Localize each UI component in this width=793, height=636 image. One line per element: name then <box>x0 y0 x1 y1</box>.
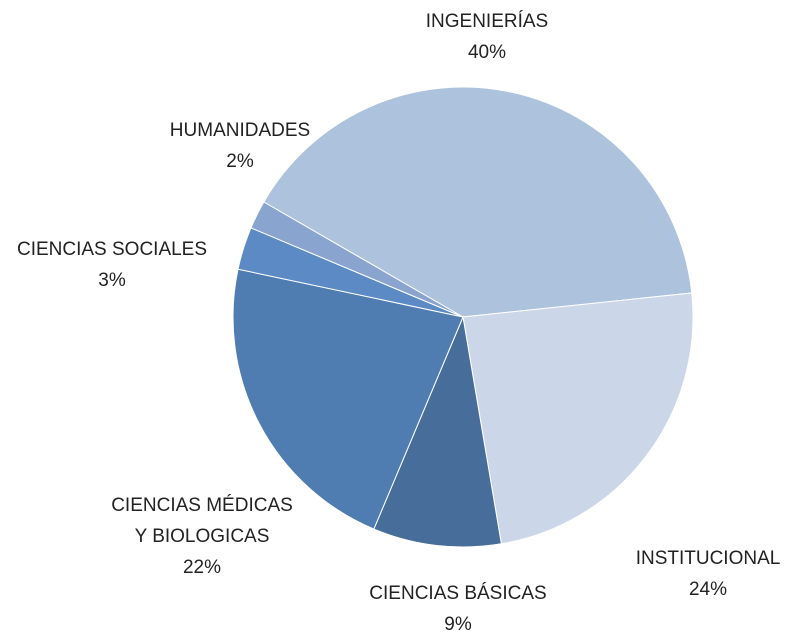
pie-slice <box>232 268 464 530</box>
slice-label: CIENCIAS BÁSICAS 9% <box>369 578 546 636</box>
value-label: 3% <box>98 270 126 291</box>
category-label: HUMANIDADES <box>169 120 311 141</box>
pie-slice <box>263 86 693 318</box>
pie-slice <box>462 292 694 545</box>
slice-label: INGENIERÍAS 40% <box>426 6 548 68</box>
value-label: 24% <box>688 579 728 600</box>
value-label: 22% <box>182 557 222 578</box>
value-label: 9% <box>444 614 472 635</box>
category-label: CIENCIAS MÉDICAS Y BIOLOGICAS <box>111 495 293 547</box>
value-label: 40% <box>467 42 507 63</box>
category-label: INSTITUCIONAL <box>635 548 781 569</box>
category-label: INGENIERÍAS <box>425 11 549 32</box>
slice-label: HUMANIDADES 2% <box>170 115 310 177</box>
pie-slice <box>250 201 464 318</box>
slice-label: CIENCIAS SOCIALES 3% <box>17 234 207 296</box>
slice-label: CIENCIAS MÉDICAS Y BIOLOGICAS 22% <box>107 490 297 583</box>
category-label: CIENCIAS BÁSICAS <box>369 583 547 604</box>
pie-slice <box>373 315 502 548</box>
slice-label: INSTITUCIONAL 24% <box>636 543 781 605</box>
value-label: 2% <box>226 151 254 172</box>
category-label: CIENCIAS SOCIALES <box>16 239 208 260</box>
